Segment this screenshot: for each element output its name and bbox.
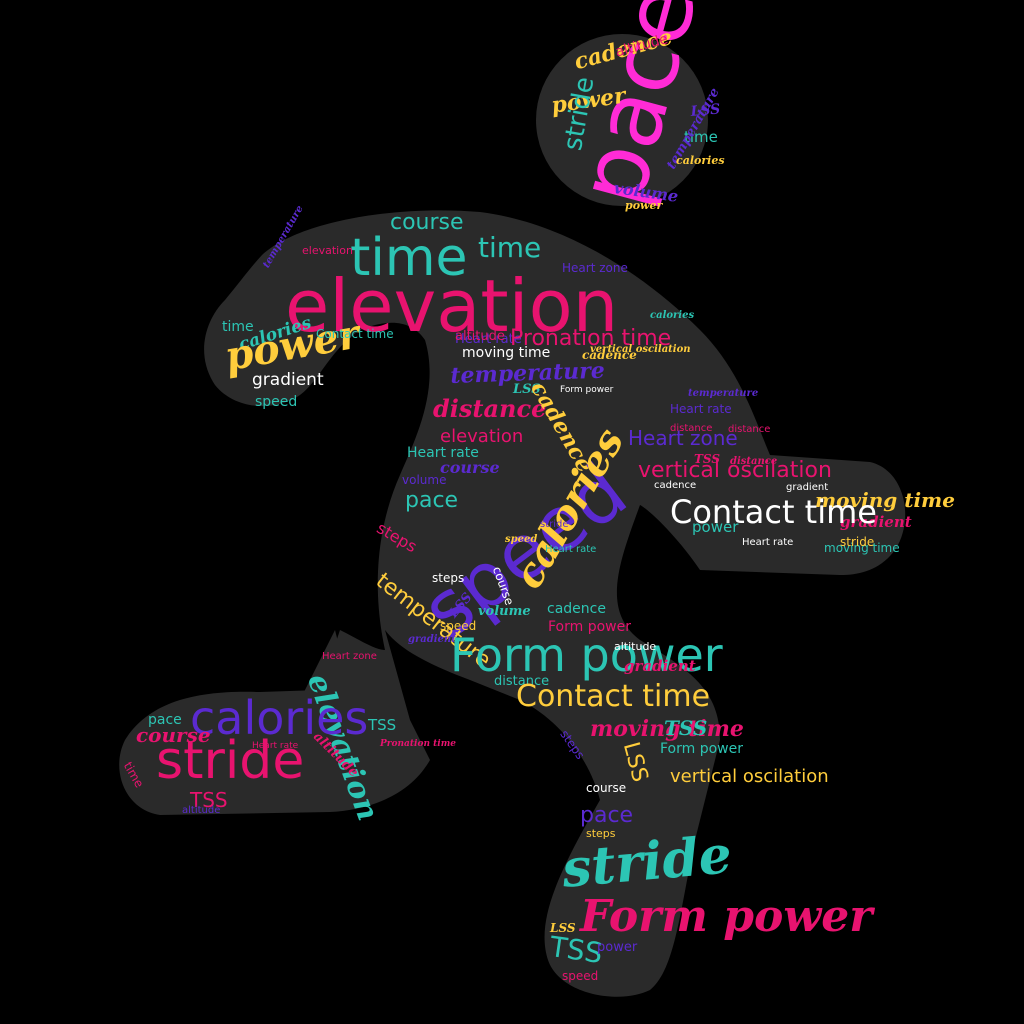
- cloud-word: distance: [494, 674, 550, 689]
- cloud-word: gradient: [252, 370, 324, 390]
- cloud-word: course: [136, 723, 211, 747]
- cloud-word: time: [684, 128, 718, 146]
- cloud-word: volume: [402, 473, 447, 487]
- cloud-word: moving time: [815, 488, 955, 512]
- cloud-word: LSS: [550, 921, 576, 935]
- cloud-word: power: [597, 940, 638, 955]
- cloud-word: stride: [540, 519, 569, 530]
- cloud-word: calories: [650, 310, 695, 321]
- cloud-word: Contact time: [516, 679, 711, 714]
- cloud-word: distance: [728, 424, 771, 435]
- cloud-word: TSS: [547, 930, 605, 971]
- cloud-word: gradient: [408, 634, 456, 645]
- cloud-word: gradient: [840, 513, 912, 531]
- cloud-word: cadence: [654, 480, 697, 491]
- cloud-word: vertical oscilation: [590, 344, 691, 355]
- cloud-word: gradient: [624, 657, 696, 675]
- cloud-word: stride: [840, 535, 875, 549]
- cloud-word: cadence: [547, 601, 606, 617]
- cloud-word: time: [350, 228, 468, 288]
- cloud-word: Form power: [548, 619, 631, 635]
- silhouette-head: [536, 34, 708, 206]
- cloud-word: steps: [586, 827, 616, 840]
- cloud-word: elevation: [440, 426, 524, 447]
- cloud-word: pace: [148, 712, 182, 728]
- cloud-word: Contact time: [670, 493, 877, 531]
- cloud-word: Pronation time: [380, 739, 456, 749]
- cloud-word: elevation: [285, 264, 619, 348]
- cloud-word: distance: [730, 456, 778, 467]
- cloud-word: steps: [373, 518, 421, 557]
- cloud-word: calories: [190, 691, 369, 745]
- cloud-word: Heart rate: [455, 332, 522, 347]
- cloud-word: temperature: [261, 203, 306, 270]
- cloud-word: steps: [432, 571, 465, 585]
- cloud-word: stride: [156, 731, 305, 791]
- cloud-word: steps: [557, 727, 588, 762]
- cloud-word: Heart rate: [407, 445, 479, 461]
- cloud-word: TSS: [694, 452, 720, 466]
- cloud-word: TSS: [190, 788, 228, 812]
- cloud-word: Heart zone: [628, 426, 738, 450]
- cloud-word: Form power: [450, 628, 723, 682]
- cloud-word: Heart zone: [322, 651, 377, 662]
- cloud-word: moving time: [590, 716, 744, 742]
- cloud-word: time: [222, 319, 254, 335]
- cloud-word: Heart rate: [252, 741, 299, 751]
- cloud-word: pace: [405, 488, 459, 513]
- cloud-word: altitude: [614, 640, 657, 653]
- silhouette-arm-tail: [300, 630, 350, 700]
- cloud-word: speed: [440, 619, 477, 633]
- cloud-word: Form power: [560, 385, 614, 395]
- cloud-word: Form power: [580, 891, 873, 942]
- cloud-word: vertical oscilation: [670, 766, 829, 787]
- cloud-word: Pronation time: [510, 326, 672, 351]
- cloud-word: course: [440, 458, 500, 477]
- cloud-word: cadence: [582, 348, 637, 362]
- cloud-word: calories: [676, 154, 725, 167]
- cloud-word: gradient: [786, 482, 829, 493]
- silhouette-body: [119, 210, 906, 997]
- cloud-word: moving time: [824, 541, 900, 555]
- cloud-word: course: [390, 210, 464, 235]
- cloud-word: volume: [478, 604, 531, 619]
- cloud-word: LSS: [617, 739, 653, 785]
- cloud-word: distance: [670, 423, 713, 434]
- cloud-word: speed: [562, 969, 599, 983]
- cloud-word: TSS: [664, 716, 708, 740]
- cloud-word: pace: [580, 803, 634, 828]
- cloud-word: course: [586, 781, 627, 795]
- cloud-word: Heart zone: [562, 261, 628, 275]
- cloud-word: vertical oscilation: [638, 458, 832, 483]
- cloud-word: stride: [559, 824, 735, 900]
- cloud-word: elevation: [302, 244, 353, 257]
- cloud-word: moving time: [462, 345, 551, 361]
- cloud-word: temperature: [688, 388, 759, 399]
- cloud-word: Contact time: [316, 327, 394, 341]
- cloud-word: time: [120, 759, 147, 790]
- cloud-word: speed: [505, 534, 538, 545]
- cloud-word: Heart rate: [742, 537, 794, 548]
- cloud-word: TSS: [368, 716, 397, 734]
- cloud-word: distance: [433, 394, 547, 423]
- cloud-word: power: [625, 199, 663, 212]
- cloud-word: speed: [255, 394, 298, 410]
- cloud-word: Heart rate: [545, 544, 597, 555]
- cloud-word: Form power: [660, 741, 743, 757]
- cloud-word: power: [692, 518, 739, 536]
- cloud-word: altitude: [455, 329, 505, 344]
- cloud-word: LSS: [513, 382, 541, 397]
- cloud-word: Heart rate: [670, 402, 732, 416]
- cloud-word: time: [478, 231, 542, 264]
- cloud-word: altitude: [182, 805, 221, 816]
